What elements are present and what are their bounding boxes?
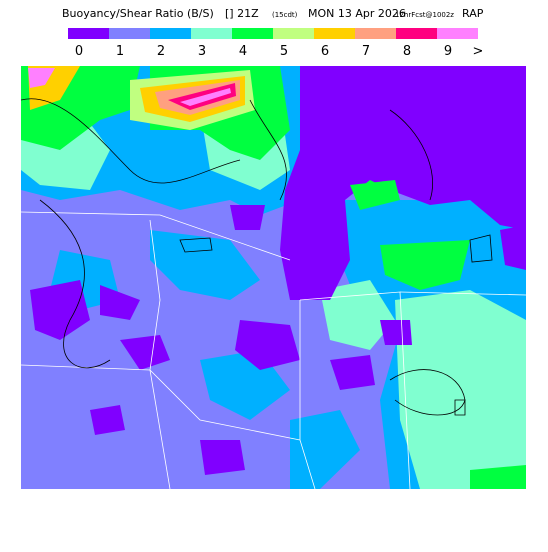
legend-swatch: [437, 28, 478, 39]
legend-swatch: [355, 28, 396, 39]
legend-label: 3: [198, 44, 206, 59]
legend-swatch: [314, 28, 355, 39]
legend-swatch: [191, 28, 232, 39]
legend: 0 1 2 3 4 5 6 7 8 9 >: [68, 28, 483, 59]
legend-label: 0: [75, 44, 83, 59]
title-date: MON 13 Apr 2026: [308, 7, 406, 20]
legend-swatch: [109, 28, 150, 39]
legend-label: 8: [403, 44, 411, 59]
title-model: RAP: [462, 7, 484, 20]
legend-label: 5: [280, 44, 288, 59]
title-local-time: (15cdt): [272, 11, 298, 19]
legend-label: 1: [116, 44, 124, 59]
legend-label: 6: [321, 44, 329, 59]
legend-overflow-label: >: [473, 44, 484, 59]
title-forecast: 12hrFcst@1002z: [395, 11, 454, 19]
legend-swatch: [273, 28, 314, 39]
legend-swatch: [68, 28, 109, 39]
legend-label: 9: [444, 44, 452, 59]
legend-label: 7: [362, 44, 370, 59]
title-marker: [] 21Z: [225, 7, 259, 20]
map: [21, 66, 526, 489]
legend-label: 4: [239, 44, 247, 59]
title-text: Buoyancy/Shear Ratio (B/S): [62, 7, 214, 20]
legend-swatch: [232, 28, 273, 39]
legend-label: 2: [157, 44, 165, 59]
legend-swatch: [150, 28, 191, 39]
title: Buoyancy/Shear Ratio (B/S) [] 21Z (15cdt…: [62, 7, 484, 20]
legend-swatch: [396, 28, 437, 39]
